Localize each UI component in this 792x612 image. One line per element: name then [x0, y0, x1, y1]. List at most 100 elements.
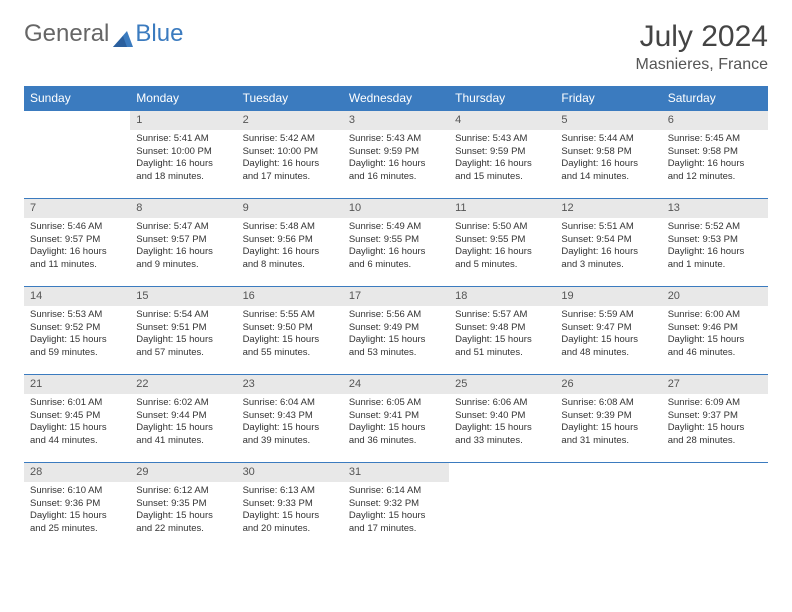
sunset-text: Sunset: 9:55 PM — [455, 234, 549, 247]
day-content: Sunrise: 5:57 AMSunset: 9:48 PMDaylight:… — [449, 306, 555, 364]
calendar-week-row: .1Sunrise: 5:41 AMSunset: 10:00 PMDaylig… — [24, 111, 768, 199]
calendar-day-cell: 21Sunrise: 6:01 AMSunset: 9:45 PMDayligh… — [24, 375, 130, 463]
daylight-text: Daylight: 16 hours and 3 minutes. — [561, 246, 655, 272]
calendar-day-cell: 10Sunrise: 5:49 AMSunset: 9:55 PMDayligh… — [343, 199, 449, 287]
sunset-text: Sunset: 9:32 PM — [349, 498, 443, 511]
day-number: 16 — [237, 287, 343, 306]
day-number: 9 — [237, 199, 343, 218]
sunset-text: Sunset: 9:57 PM — [30, 234, 124, 247]
day-number: 19 — [555, 287, 661, 306]
day-content: Sunrise: 6:01 AMSunset: 9:45 PMDaylight:… — [24, 394, 130, 452]
sunrise-text: Sunrise: 5:55 AM — [243, 309, 337, 322]
calendar-day-cell: 25Sunrise: 6:06 AMSunset: 9:40 PMDayligh… — [449, 375, 555, 463]
day-number: 27 — [662, 375, 768, 394]
daylight-text: Daylight: 15 hours and 33 minutes. — [455, 422, 549, 448]
day-content: Sunrise: 5:52 AMSunset: 9:53 PMDaylight:… — [662, 218, 768, 276]
calendar-week-row: 28Sunrise: 6:10 AMSunset: 9:36 PMDayligh… — [24, 463, 768, 551]
calendar-day-cell: 8Sunrise: 5:47 AMSunset: 9:57 PMDaylight… — [130, 199, 236, 287]
day-content: Sunrise: 5:43 AMSunset: 9:59 PMDaylight:… — [449, 130, 555, 188]
day-number: 10 — [343, 199, 449, 218]
daylight-text: Daylight: 16 hours and 5 minutes. — [455, 246, 549, 272]
sunset-text: Sunset: 9:53 PM — [668, 234, 762, 247]
calendar-day-cell: 27Sunrise: 6:09 AMSunset: 9:37 PMDayligh… — [662, 375, 768, 463]
calendar-day-cell: 5Sunrise: 5:44 AMSunset: 9:58 PMDaylight… — [555, 111, 661, 199]
day-number: 30 — [237, 463, 343, 482]
sunset-text: Sunset: 9:40 PM — [455, 410, 549, 423]
sunrise-text: Sunrise: 5:59 AM — [561, 309, 655, 322]
day-content: Sunrise: 6:02 AMSunset: 9:44 PMDaylight:… — [130, 394, 236, 452]
day-number: 29 — [130, 463, 236, 482]
calendar-day-cell: 20Sunrise: 6:00 AMSunset: 9:46 PMDayligh… — [662, 287, 768, 375]
sunrise-text: Sunrise: 5:56 AM — [349, 309, 443, 322]
day-content: Sunrise: 5:43 AMSunset: 9:59 PMDaylight:… — [343, 130, 449, 188]
sunrise-text: Sunrise: 6:01 AM — [30, 397, 124, 410]
daylight-text: Daylight: 16 hours and 12 minutes. — [668, 158, 762, 184]
day-number: 22 — [130, 375, 236, 394]
sunrise-text: Sunrise: 5:47 AM — [136, 221, 230, 234]
calendar-day-cell: 4Sunrise: 5:43 AMSunset: 9:59 PMDaylight… — [449, 111, 555, 199]
day-number: 24 — [343, 375, 449, 394]
sunset-text: Sunset: 9:59 PM — [455, 146, 549, 159]
day-content: Sunrise: 5:50 AMSunset: 9:55 PMDaylight:… — [449, 218, 555, 276]
calendar-day-cell: 26Sunrise: 6:08 AMSunset: 9:39 PMDayligh… — [555, 375, 661, 463]
daylight-text: Daylight: 15 hours and 55 minutes. — [243, 334, 337, 360]
sunrise-text: Sunrise: 5:51 AM — [561, 221, 655, 234]
day-number: 15 — [130, 287, 236, 306]
day-content: Sunrise: 6:06 AMSunset: 9:40 PMDaylight:… — [449, 394, 555, 452]
daylight-text: Daylight: 16 hours and 6 minutes. — [349, 246, 443, 272]
day-number: 11 — [449, 199, 555, 218]
sunrise-text: Sunrise: 5:46 AM — [30, 221, 124, 234]
sunset-text: Sunset: 9:51 PM — [136, 322, 230, 335]
calendar-day-cell: 16Sunrise: 5:55 AMSunset: 9:50 PMDayligh… — [237, 287, 343, 375]
day-content: Sunrise: 5:56 AMSunset: 9:49 PMDaylight:… — [343, 306, 449, 364]
sunrise-text: Sunrise: 5:44 AM — [561, 133, 655, 146]
day-content: Sunrise: 5:45 AMSunset: 9:58 PMDaylight:… — [662, 130, 768, 188]
day-number: 21 — [24, 375, 130, 394]
day-content: Sunrise: 5:53 AMSunset: 9:52 PMDaylight:… — [24, 306, 130, 364]
sunset-text: Sunset: 9:39 PM — [561, 410, 655, 423]
logo-text-2: Blue — [135, 20, 183, 48]
calendar-day-cell: 14Sunrise: 5:53 AMSunset: 9:52 PMDayligh… — [24, 287, 130, 375]
day-number: 25 — [449, 375, 555, 394]
calendar-day-cell: . — [662, 463, 768, 551]
sunset-text: Sunset: 9:45 PM — [30, 410, 124, 423]
calendar-week-row: 7Sunrise: 5:46 AMSunset: 9:57 PMDaylight… — [24, 199, 768, 287]
daylight-text: Daylight: 15 hours and 48 minutes. — [561, 334, 655, 360]
day-number: 8 — [130, 199, 236, 218]
logo: General Blue — [24, 20, 183, 48]
sunset-text: Sunset: 9:36 PM — [30, 498, 124, 511]
calendar-day-cell: 12Sunrise: 5:51 AMSunset: 9:54 PMDayligh… — [555, 199, 661, 287]
calendar-day-cell: . — [24, 111, 130, 199]
sunset-text: Sunset: 9:55 PM — [349, 234, 443, 247]
day-content: Sunrise: 5:47 AMSunset: 9:57 PMDaylight:… — [130, 218, 236, 276]
calendar-day-cell: 15Sunrise: 5:54 AMSunset: 9:51 PMDayligh… — [130, 287, 236, 375]
calendar-day-cell: 6Sunrise: 5:45 AMSunset: 9:58 PMDaylight… — [662, 111, 768, 199]
day-content: Sunrise: 5:55 AMSunset: 9:50 PMDaylight:… — [237, 306, 343, 364]
sunrise-text: Sunrise: 5:54 AM — [136, 309, 230, 322]
sunrise-text: Sunrise: 5:42 AM — [243, 133, 337, 146]
daylight-text: Daylight: 16 hours and 18 minutes. — [136, 158, 230, 184]
weekday-header: Tuesday — [237, 86, 343, 111]
sunrise-text: Sunrise: 5:53 AM — [30, 309, 124, 322]
day-content: Sunrise: 5:59 AMSunset: 9:47 PMDaylight:… — [555, 306, 661, 364]
sunset-text: Sunset: 9:37 PM — [668, 410, 762, 423]
calendar-day-cell: 23Sunrise: 6:04 AMSunset: 9:43 PMDayligh… — [237, 375, 343, 463]
sunset-text: Sunset: 9:43 PM — [243, 410, 337, 423]
day-number: 3 — [343, 111, 449, 130]
day-number: 23 — [237, 375, 343, 394]
calendar-day-cell: 29Sunrise: 6:12 AMSunset: 9:35 PMDayligh… — [130, 463, 236, 551]
day-number: 5 — [555, 111, 661, 130]
daylight-text: Daylight: 15 hours and 46 minutes. — [668, 334, 762, 360]
calendar-day-cell: 7Sunrise: 5:46 AMSunset: 9:57 PMDaylight… — [24, 199, 130, 287]
day-content: Sunrise: 6:10 AMSunset: 9:36 PMDaylight:… — [24, 482, 130, 540]
sunrise-text: Sunrise: 6:05 AM — [349, 397, 443, 410]
day-number: 6 — [662, 111, 768, 130]
daylight-text: Daylight: 16 hours and 8 minutes. — [243, 246, 337, 272]
sunset-text: Sunset: 9:59 PM — [349, 146, 443, 159]
weekday-header: Friday — [555, 86, 661, 111]
day-number: 13 — [662, 199, 768, 218]
calendar-day-cell: 17Sunrise: 5:56 AMSunset: 9:49 PMDayligh… — [343, 287, 449, 375]
weekday-header: Saturday — [662, 86, 768, 111]
calendar-day-cell: . — [555, 463, 661, 551]
sunrise-text: Sunrise: 6:12 AM — [136, 485, 230, 498]
